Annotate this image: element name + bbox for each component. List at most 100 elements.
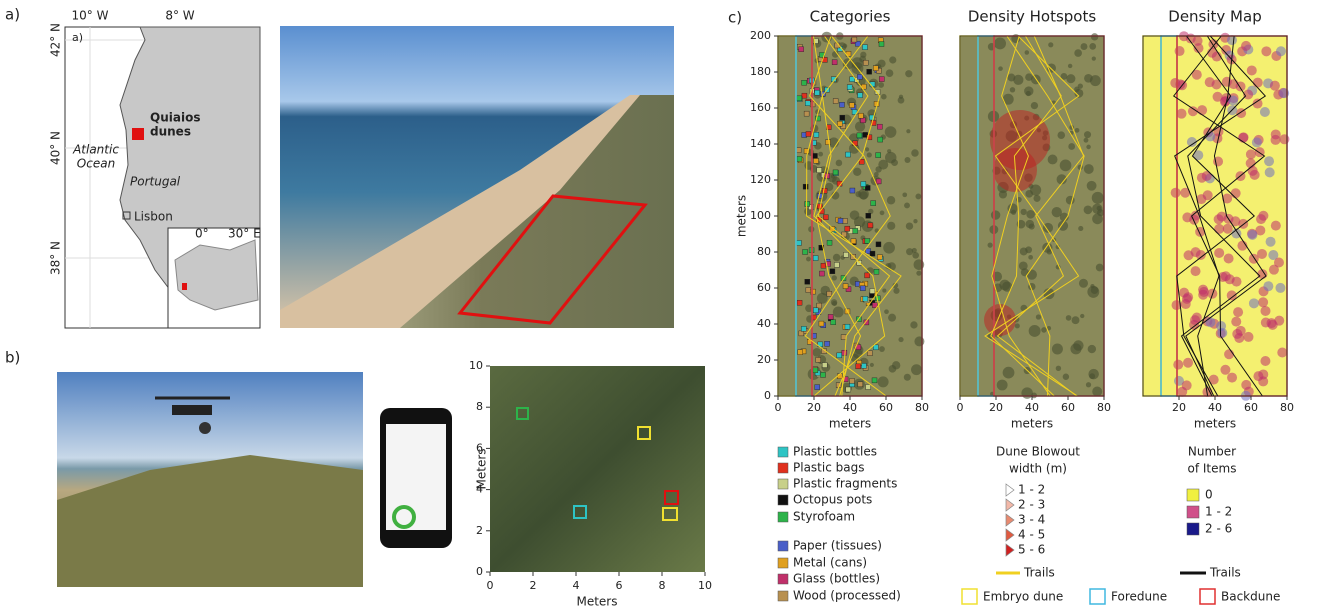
vegetation [916, 271, 921, 276]
x-tick-label: 20 [807, 401, 821, 414]
litter-item [863, 296, 868, 301]
hex-cell [1275, 283, 1285, 293]
y-tick-label: 200 [750, 29, 771, 42]
litter-item [863, 60, 868, 65]
legend-swatch [1006, 544, 1014, 556]
vegetation [865, 147, 869, 151]
legend-swatch [778, 591, 788, 601]
legend-swatch [1006, 484, 1014, 496]
hex-cell [1202, 171, 1212, 181]
vegetation [878, 376, 889, 387]
vegetation [1090, 75, 1101, 86]
litter-item [858, 382, 863, 387]
vegetation [1025, 246, 1032, 253]
hex-cell [1263, 281, 1273, 291]
litter-item [813, 256, 818, 261]
litter-item [821, 263, 826, 268]
vegetation [906, 129, 910, 133]
inset-label: a) [72, 31, 83, 44]
vegetation [879, 346, 885, 352]
vegetation [893, 288, 899, 294]
vegetation [1010, 87, 1015, 92]
hex-cell [1224, 349, 1234, 359]
vegetation [1066, 315, 1072, 321]
litter-item [828, 314, 833, 319]
vegetation [1030, 184, 1041, 195]
vegetation [1086, 145, 1091, 150]
legend-label: Trails [1023, 566, 1055, 580]
hex-cell [1231, 317, 1241, 327]
legend-swatch [1187, 523, 1199, 535]
vegetation [1021, 209, 1027, 215]
y-tick-label: 0 [476, 565, 483, 578]
city-label: Lisbon [134, 210, 173, 224]
vegetation [1087, 181, 1097, 191]
x-tick-label: 20 [989, 401, 1003, 414]
hex-cell [1191, 266, 1201, 276]
x-tick-label: 60 [1244, 401, 1258, 414]
hex-cell [1268, 320, 1278, 330]
panel-label: c) [728, 9, 742, 27]
litter-item [803, 249, 808, 254]
x-tick-label: 0 [957, 401, 964, 414]
litter-item [873, 66, 878, 71]
legend-swatch [962, 589, 977, 604]
vegetation [1088, 369, 1098, 379]
litter-item [832, 60, 837, 65]
map-title: Density Map [1168, 8, 1261, 26]
hex-cell [1265, 167, 1275, 177]
litter-item [806, 288, 811, 293]
vegetation [1057, 131, 1065, 139]
litter-item [867, 69, 872, 74]
hex-cell [1177, 109, 1187, 119]
hex-cell [1274, 257, 1284, 267]
y-tick-label: 80 [757, 245, 771, 258]
hex-cell [1214, 224, 1224, 234]
litter-item [870, 289, 875, 294]
hex-cell [1203, 190, 1213, 200]
y-tick-label: 4 [476, 483, 483, 496]
x-tick-label: 10 [698, 579, 712, 592]
hex-cell [1247, 65, 1257, 75]
hex-cell [1258, 297, 1268, 307]
hex-cell [1258, 376, 1268, 386]
vegetation [1070, 343, 1081, 354]
litter-item [822, 363, 827, 368]
legend-label: Plastic bags [793, 461, 864, 475]
vegetation [999, 190, 1007, 198]
legend-label: Plastic fragments [793, 477, 897, 491]
x-axis-label: meters [1011, 417, 1053, 431]
vegetation [915, 194, 921, 200]
vegetation [1091, 33, 1098, 40]
litter-item [834, 262, 839, 267]
legend-label: 2 - 6 [1205, 522, 1232, 536]
vegetation [1097, 206, 1102, 211]
y-tick-label: 140 [750, 137, 771, 150]
vegetation [1072, 316, 1080, 324]
vegetation [1015, 323, 1020, 328]
vegetation [806, 257, 811, 262]
litter-item [879, 42, 884, 47]
litter-item [845, 226, 850, 231]
litter-item [874, 269, 879, 274]
vegetation [1081, 43, 1088, 50]
litter-item [876, 179, 881, 184]
litter-item [850, 188, 855, 193]
litter-item [860, 118, 865, 123]
litter-item [813, 368, 818, 373]
x-tick-label: 40 [1025, 401, 1039, 414]
hex-cell [1183, 358, 1193, 368]
hex-cell [1214, 248, 1224, 258]
legend-label: 4 - 5 [1018, 528, 1045, 542]
vegetation [998, 66, 1003, 71]
vegetation [1033, 195, 1040, 202]
litter-item [830, 269, 835, 274]
vegetation [878, 160, 888, 170]
hex-cell [1234, 333, 1244, 343]
map-title: Density Hotspots [968, 8, 1097, 26]
vegetation [1003, 367, 1015, 379]
litter-item [861, 181, 866, 186]
legend-label: 3 - 4 [1018, 513, 1045, 527]
vegetation [832, 275, 837, 280]
vegetation [1092, 192, 1104, 204]
